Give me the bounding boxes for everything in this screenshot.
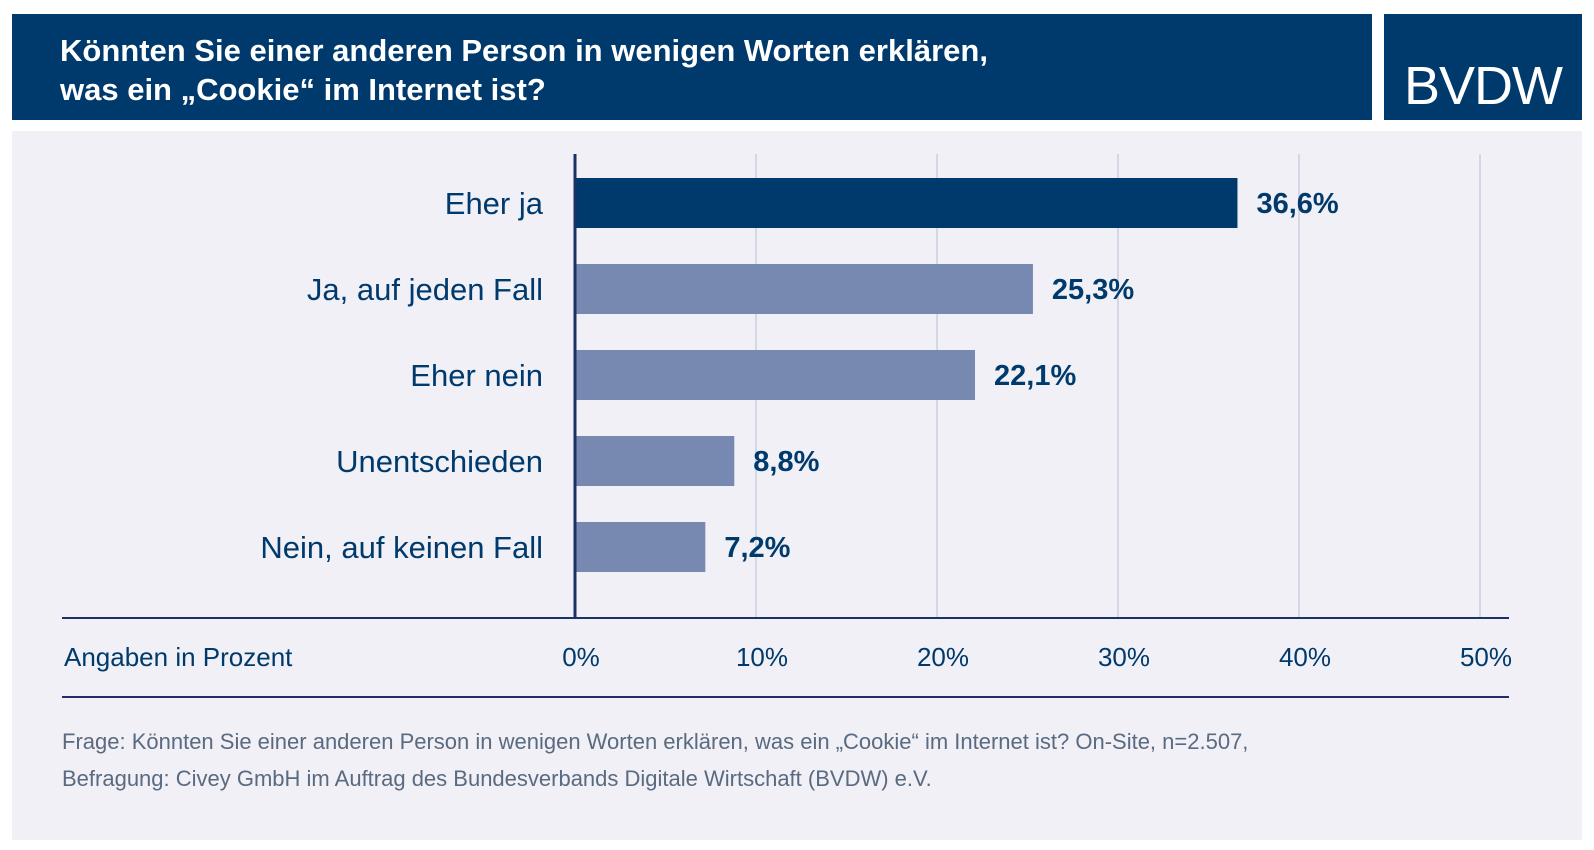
value-label: 36,6% [1256, 188, 1338, 220]
bar-chart: Eher ja 36,6% Ja, auf jeden Fall 25,3% Eher … [62, 154, 1512, 698]
header-banner: Könnten Sie einer anderen Person in weni… [12, 14, 1372, 120]
x-axis-title: Angaben in Prozent [64, 642, 293, 672]
tick-label: 0% [562, 642, 600, 672]
tick-label: 50% [1460, 642, 1512, 672]
logo-text: BVDW [1404, 56, 1563, 116]
bar [575, 522, 706, 572]
bvdw-logo: BVDW [1384, 14, 1582, 120]
value-label: 22,1% [994, 360, 1076, 392]
bar [575, 178, 1238, 228]
value-label: 8,8% [753, 446, 819, 478]
chart-panel: Eher ja 36,6% Ja, auf jeden Fall 25,3% Eher … [12, 131, 1582, 840]
category-label: Unentschieden [336, 444, 543, 479]
category-label: Eher nein [410, 358, 543, 393]
category-label: Nein, auf keinen Fall [260, 530, 543, 565]
tick-label: 40% [1279, 642, 1331, 672]
bar [575, 264, 1033, 314]
category-label: Eher ja [445, 186, 544, 221]
tick-label: 30% [1098, 642, 1150, 672]
tick-label: 20% [917, 642, 969, 672]
bar [575, 350, 976, 400]
title-line-1: Könnten Sie einer anderen Person in weni… [60, 33, 988, 68]
bar [575, 436, 735, 486]
title-line-2: was ein „Cookie“ im Internet ist? [60, 72, 546, 107]
footnote-line-2: Befragung: Civey GmbH im Auftrag des Bun… [62, 766, 932, 791]
chart-title: Könnten Sie einer anderen Person in weni… [60, 31, 1350, 109]
tick-label: 10% [736, 642, 788, 672]
category-label: Ja, auf jeden Fall [307, 272, 543, 307]
value-label: 7,2% [724, 532, 790, 564]
footnote-line-1: Frage: Könnten Sie einer anderen Person … [62, 729, 1249, 754]
footnote: Frage: Könnten Sie einer anderen Person … [62, 723, 1562, 797]
value-label: 25,3% [1052, 274, 1134, 306]
